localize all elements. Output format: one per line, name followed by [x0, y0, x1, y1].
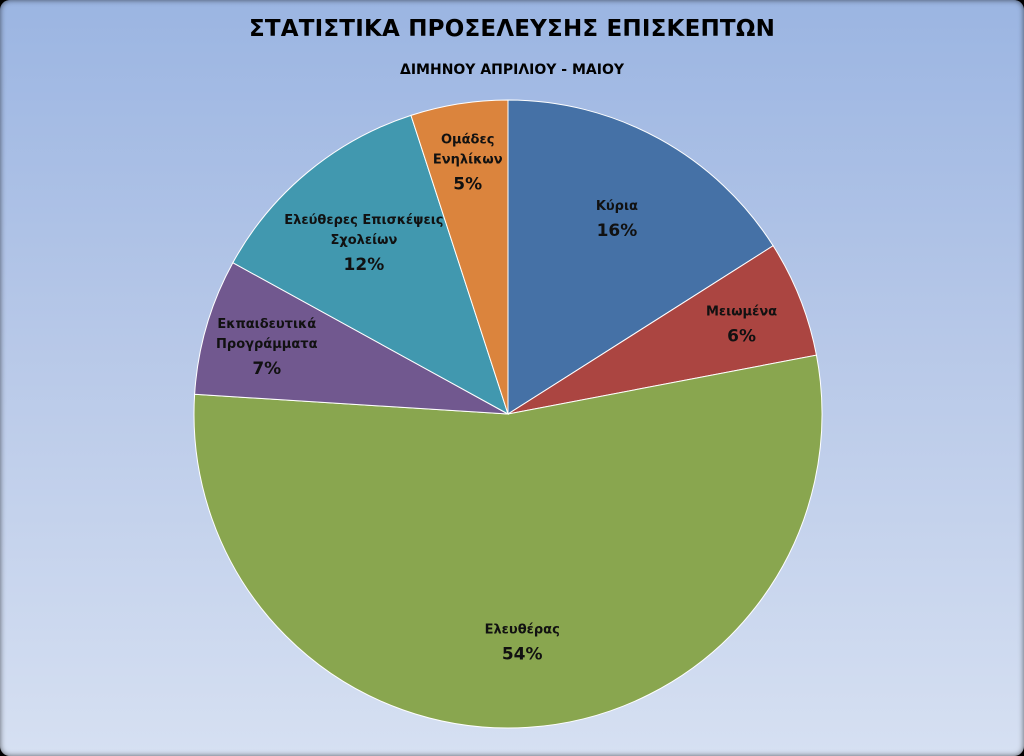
slice-label: Κύρια: [596, 199, 638, 214]
slice-label: Σχολείων: [330, 233, 397, 248]
slice-label: Εκπαιδευτικά: [217, 317, 316, 332]
slice-label: Προγράμματα: [216, 337, 318, 352]
pie-slice: [507, 99, 774, 415]
pie-slice: [507, 245, 818, 415]
slice-label: Ενηλίκων: [433, 153, 503, 168]
pie-slice: [193, 354, 823, 729]
slice-label: Ελευθέρας: [485, 623, 560, 638]
slice-percent: 54%: [502, 645, 543, 665]
slice-percent: 5%: [453, 175, 482, 195]
slice-label: Μειωμένα: [706, 305, 777, 320]
pie-slice: [194, 262, 509, 415]
chart-title: ΣΤΑΤΙΣΤΙΚΑ ΠΡΟΣΕΛΕΥΣΗΣ ΕΠΙΣΚΕΠΤΩΝ: [248, 16, 776, 42]
slice-label: Ομάδες: [441, 133, 494, 148]
slice-label: Ελεύθερες Επισκέψεις: [284, 213, 443, 228]
slice-percent: 16%: [597, 221, 638, 241]
pie-slice: [410, 99, 509, 415]
slice-percent: 12%: [344, 255, 385, 275]
slice-percent: 7%: [252, 359, 281, 379]
slice-percent: 6%: [727, 327, 756, 347]
chart-subtitle: ΔΙΜΗΝΟΥ ΑΠΡΙΛΙΟΥ - ΜΑΙΟΥ: [400, 62, 624, 78]
pie-slice: [232, 114, 509, 416]
